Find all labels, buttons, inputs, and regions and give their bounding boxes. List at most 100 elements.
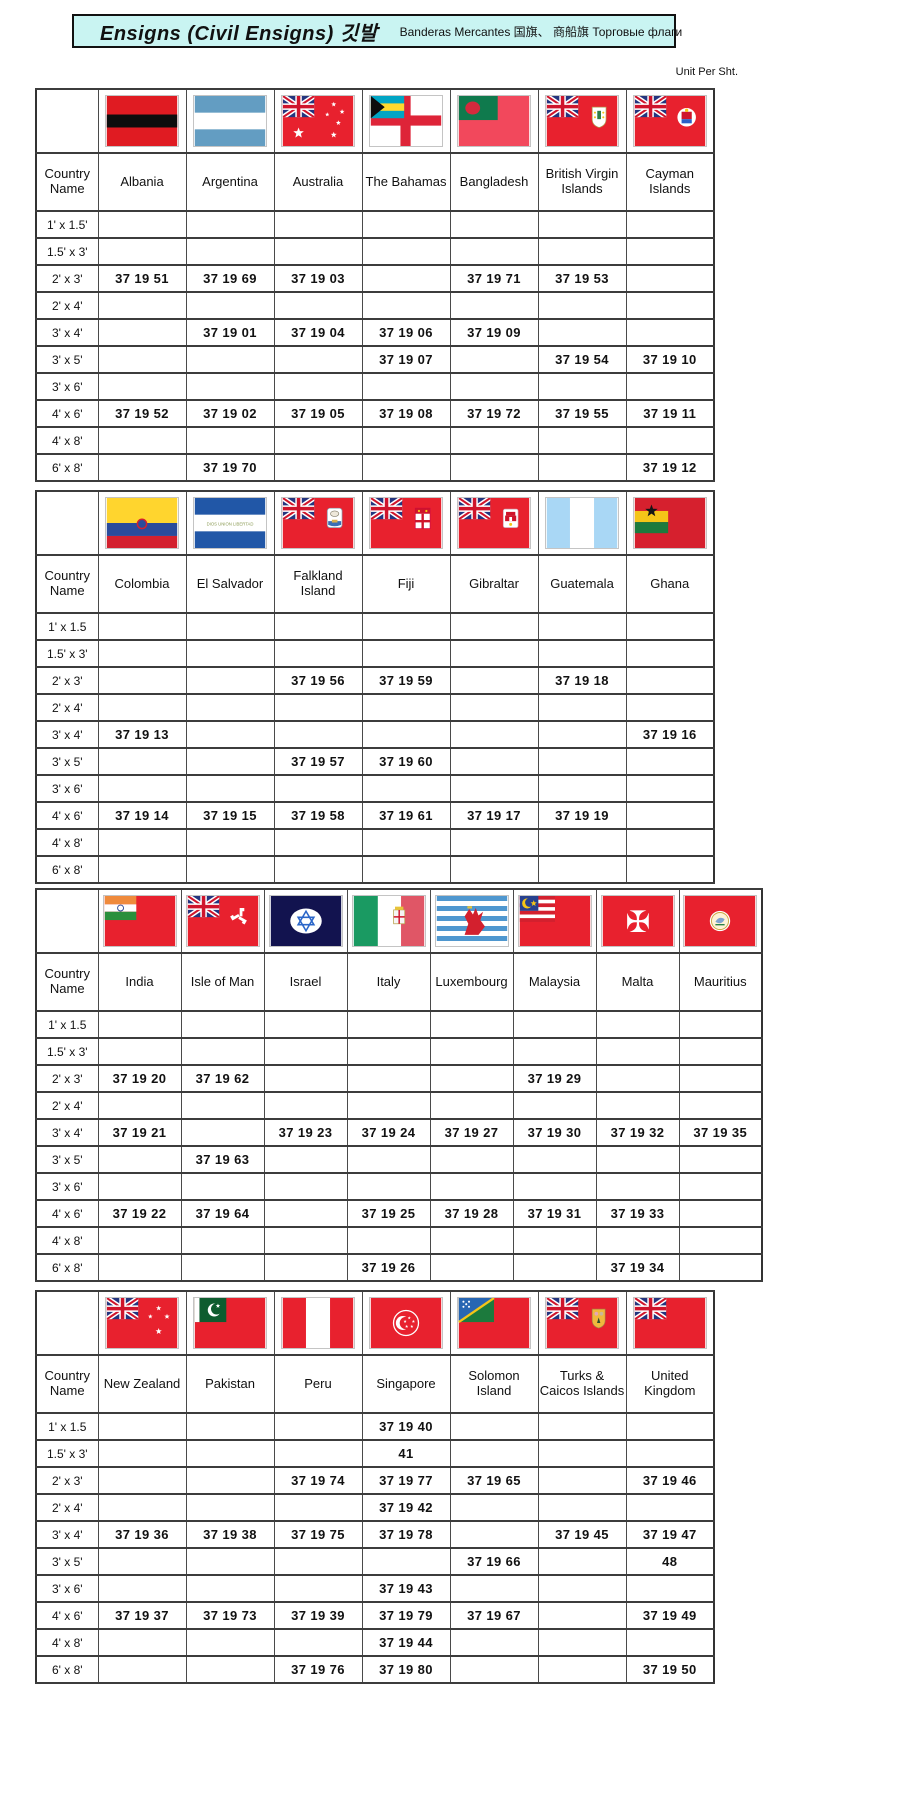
product-code-cell: 37 19 63 xyxy=(180,1145,265,1174)
size-label: 2' x 3' xyxy=(35,1466,99,1495)
product-code-cell: 37 19 27 xyxy=(429,1118,514,1147)
size-label: 1.5' x 3' xyxy=(35,237,99,266)
svg-text:DIOS UNION LIBERTAD: DIOS UNION LIBERTAD xyxy=(207,521,254,526)
country-name: Fiji xyxy=(361,554,451,614)
size-label: 4' x 8' xyxy=(35,828,99,857)
product-code-cell xyxy=(97,1226,182,1255)
flag-row-spacer xyxy=(35,1290,99,1356)
country-name: Peru xyxy=(273,1354,363,1414)
product-code-cell xyxy=(185,1655,275,1684)
product-code-cell xyxy=(185,855,275,884)
product-code-cell xyxy=(449,774,539,803)
size-label: 6' x 8' xyxy=(35,453,99,482)
product-code-cell xyxy=(185,237,275,266)
size-label: 2' x 3' xyxy=(35,264,99,293)
cayman-islands-flag-image xyxy=(625,88,715,154)
product-code-cell xyxy=(678,1064,763,1093)
colombia-flag-image xyxy=(97,490,187,556)
turks-caicos-flag-image xyxy=(537,1290,627,1356)
product-code-cell xyxy=(97,1091,182,1120)
product-code-cell xyxy=(263,1199,348,1228)
product-code-cell xyxy=(537,855,627,884)
isle-of-man-flag-image xyxy=(180,888,265,954)
product-code-cell xyxy=(625,666,715,695)
product-code-cell: 37 19 07 xyxy=(361,345,451,374)
country-name: Isle of Man xyxy=(180,952,265,1012)
product-code-cell xyxy=(625,1574,715,1603)
country-name-header: Country Name xyxy=(35,952,99,1012)
product-code-cell: 37 19 79 xyxy=(361,1601,451,1630)
product-code-cell: 37 19 59 xyxy=(361,666,451,695)
product-code-cell xyxy=(97,1172,182,1201)
product-code-cell xyxy=(595,1145,680,1174)
product-code-cell xyxy=(185,639,275,668)
product-code-cell: 37 19 11 xyxy=(625,399,715,428)
product-code-cell xyxy=(361,291,451,320)
product-code-cell xyxy=(512,1091,597,1120)
product-code-cell xyxy=(273,1439,363,1468)
product-code-cell xyxy=(678,1172,763,1201)
flag-row-spacer xyxy=(35,88,99,154)
product-code-cell xyxy=(625,639,715,668)
fiji-flag-image xyxy=(361,490,451,556)
product-code-cell xyxy=(429,1091,514,1120)
product-code-cell xyxy=(97,774,187,803)
size-label: 3' x 4' xyxy=(35,1520,99,1549)
product-code-cell xyxy=(449,639,539,668)
product-code-cell xyxy=(537,1466,627,1495)
product-code-cell xyxy=(273,855,363,884)
product-code-cell xyxy=(263,1010,348,1039)
product-code-cell xyxy=(97,855,187,884)
size-label: 3' x 6' xyxy=(35,1172,99,1201)
product-code-cell xyxy=(449,1628,539,1657)
product-code-cell xyxy=(449,453,539,482)
size-label: 4' x 6' xyxy=(35,399,99,428)
size-label: 4' x 8' xyxy=(35,1226,99,1255)
size-label: 3' x 4' xyxy=(35,318,99,347)
argentina-flag-image xyxy=(185,88,275,154)
page-subtitle: Banderas Mercantes 国旗、 商船旗 Торговые флаг… xyxy=(399,24,683,39)
product-code-cell xyxy=(273,828,363,857)
product-code-cell xyxy=(97,1010,182,1039)
product-code-cell xyxy=(361,1547,451,1576)
product-code-cell xyxy=(273,1547,363,1576)
size-label: 3' x 5' xyxy=(35,747,99,776)
british-virgin-islands-flag-image xyxy=(537,88,627,154)
ensign-table-3: ✠ Country Name India Isle of Man Israel Italy… xyxy=(35,888,763,1282)
product-code-cell: 37 19 70 xyxy=(185,453,275,482)
malaysia-flag-image xyxy=(512,888,597,954)
product-code-cell xyxy=(449,747,539,776)
size-label: 1' x 1.5 xyxy=(35,1010,99,1039)
country-name: India xyxy=(97,952,182,1012)
product-code-cell xyxy=(185,426,275,455)
product-code-cell: 37 19 78 xyxy=(361,1520,451,1549)
product-code-cell xyxy=(678,1253,763,1282)
country-name: Falkland Island xyxy=(273,554,363,614)
product-code-cell: 37 19 31 xyxy=(512,1199,597,1228)
product-code-cell xyxy=(185,372,275,401)
page-title: Ensigns (Civil Ensigns) 깃발 xyxy=(100,22,378,45)
mauritius-flag-image xyxy=(678,888,763,954)
product-code-cell xyxy=(449,1655,539,1684)
product-code-cell xyxy=(273,291,363,320)
country-name: Israel xyxy=(263,952,348,1012)
product-code-cell: 37 19 17 xyxy=(449,801,539,830)
product-code-cell: 37 19 61 xyxy=(361,801,451,830)
product-code-cell xyxy=(185,345,275,374)
product-code-cell xyxy=(429,1253,514,1282)
product-code-cell xyxy=(346,1091,431,1120)
product-code-cell: 37 19 53 xyxy=(537,264,627,293)
product-code-cell xyxy=(625,612,715,641)
product-code-cell xyxy=(273,210,363,239)
country-name: Ghana xyxy=(625,554,715,614)
product-code-cell: 37 19 34 xyxy=(595,1253,680,1282)
israel-flag-image xyxy=(263,888,348,954)
product-code-cell xyxy=(449,1412,539,1441)
product-code-cell xyxy=(346,1037,431,1066)
flag-row-spacer xyxy=(35,490,99,556)
product-code-cell: 37 19 67 xyxy=(449,1601,539,1630)
product-code-cell: 37 19 05 xyxy=(273,399,363,428)
product-code-cell xyxy=(97,1493,187,1522)
product-code-cell: 37 19 57 xyxy=(273,747,363,776)
product-code-cell xyxy=(273,639,363,668)
